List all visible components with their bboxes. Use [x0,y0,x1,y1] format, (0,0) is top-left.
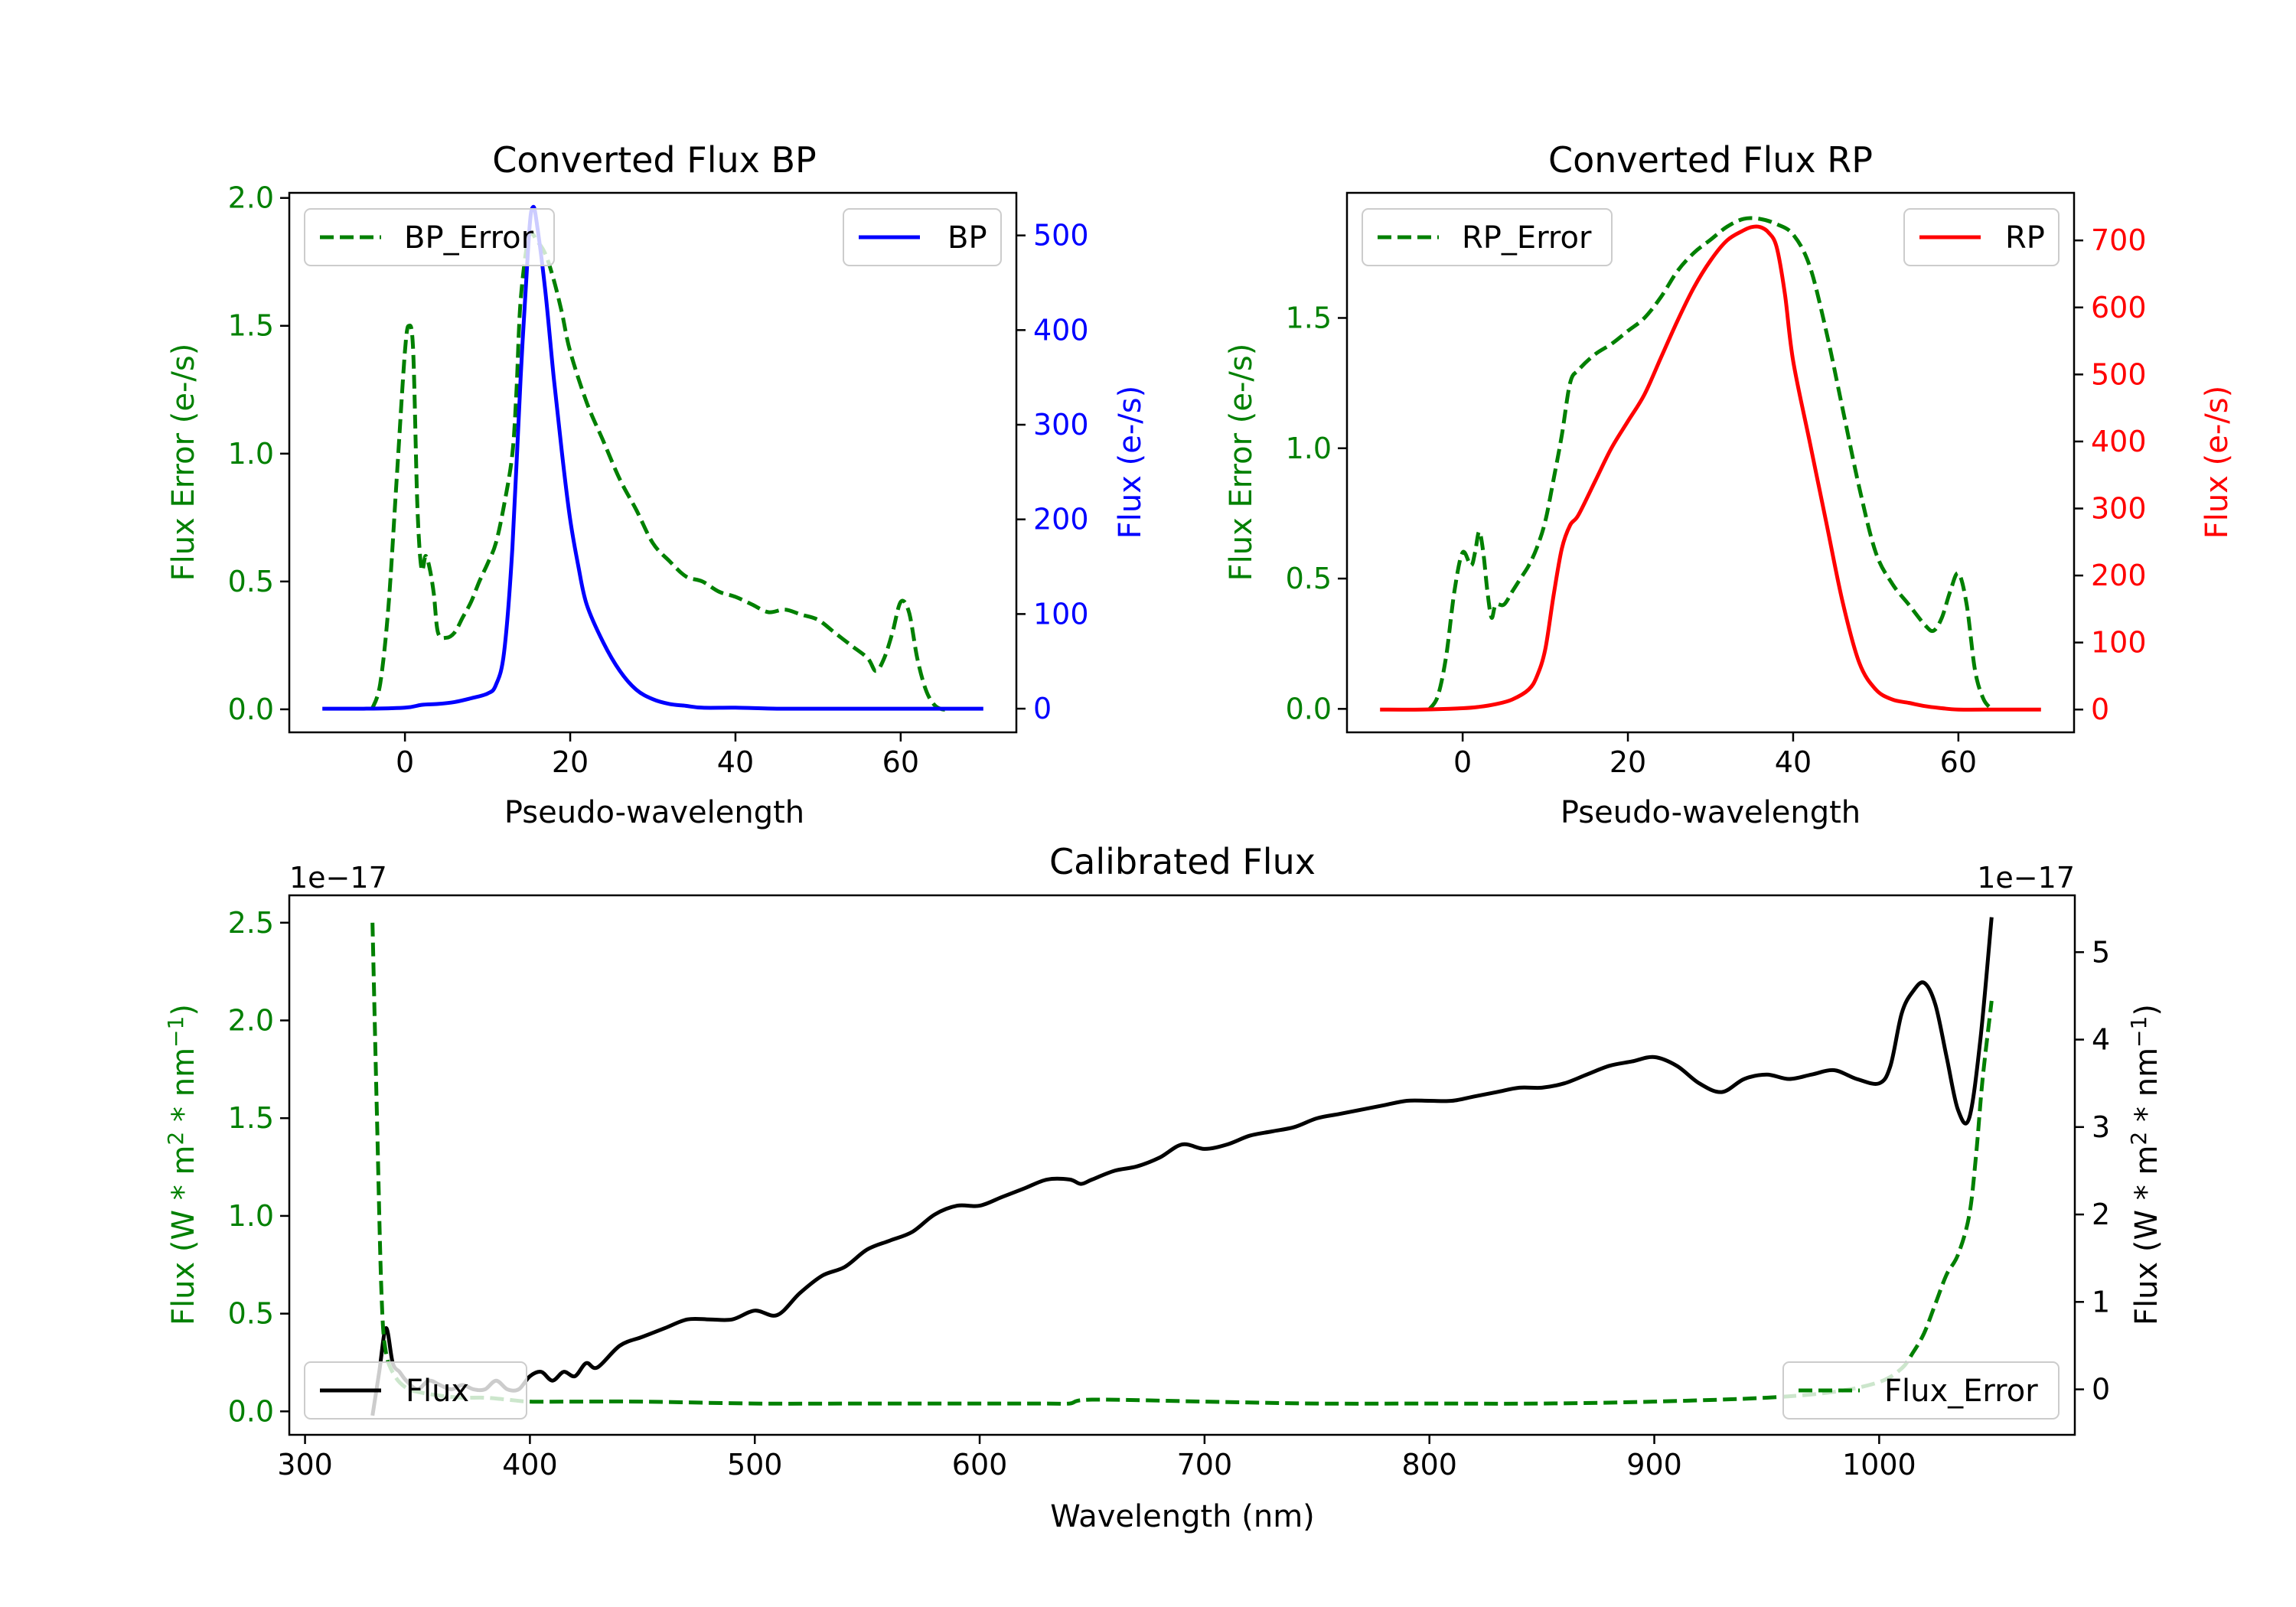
chart-rp-title: Converted Flux RP [1548,139,1873,181]
y-tick-right-label: 200 [2091,559,2147,592]
chart-bp-plot: 0 20 40 60 0.0 0.5 1.0 1.5 2.0 0 100 200 300 400 500 [228,181,1089,779]
chart-bp-xlabel: Pseudo-wavelength [504,795,804,830]
y-tick-left-label: 0.5 [228,1297,274,1331]
x-tick-label: 300 [277,1448,333,1482]
chart-cal-ylabel-left: Flux (W * m2 * nm−1) [163,1004,201,1325]
chart-cal-xlabel: Wavelength (nm) [1050,1499,1315,1534]
chart-rp-ylabel-left: Flux Error (e-/s) [1224,344,1259,582]
y-tick-left-label: 1.5 [228,309,274,343]
y-tick-right-label: 0 [2091,693,2109,726]
legend-bp-label: BP [947,220,987,256]
chart-cal-ylabel-right: Flux (W * m2 * nm−1) [2126,1004,2164,1325]
x-tick-label: 20 [1609,745,1646,779]
series-flux-error-line [370,922,1994,1406]
chart-calibrated: Calibrated Flux 300 400 500 600 700 800 900 100… [163,841,2164,1534]
chart-rp-frame [1345,191,2076,734]
chart-rp-legend-right: RP [1903,208,2060,266]
y-tick-left-label: 0.5 [1286,562,1332,595]
x-tick-label: 20 [552,745,589,779]
x-tick-label: 800 [1401,1448,1457,1482]
y-tick-left-label: 2.0 [228,181,274,215]
series-rp-error-line [1427,216,1993,711]
chart-bp-title: Converted Flux BP [492,139,817,181]
chart-cal-offset-right: 1e−17 [1977,861,2075,895]
y-tick-left-label: 0.0 [1286,692,1332,725]
chart-bp: Converted Flux BP 0 20 40 60 0.0 0.5 1.0 1.5 2.0… [166,139,1148,830]
y-tick-left-label: 2.5 [228,906,274,940]
y-tick-left-label: 0.0 [228,693,274,726]
x-tick-label: 900 [1626,1448,1682,1482]
y-tick-right-label: 1 [2092,1285,2110,1319]
y-tick-left-label: 1.5 [228,1101,274,1135]
y-tick-left-label: 1.0 [1286,432,1332,465]
legend-rp-error-label: RP_Error [1462,220,1592,256]
chart-rp-plot: 0 20 40 60 0.0 0.5 1.0 1.5 0 100 200 300 400 500 600 70… [1286,216,2147,779]
y-tick-right-label: 4 [2092,1023,2110,1057]
chart-bp-ylabel-left: Flux Error (e-/s) [166,344,201,582]
y-tick-left-label: 0.0 [228,1394,274,1428]
x-tick-label: 400 [502,1448,558,1482]
chart-cal-title: Calibrated Flux [1049,841,1316,882]
x-tick-label: 600 [952,1448,1008,1482]
chart-bp-ylabel-right: Flux (e-/s) [1113,386,1148,539]
chart-rp: Converted Flux RP 0 20 40 60 0.0 0.5 1.0 1.5 0 10… [1224,139,2235,830]
x-tick-label: 40 [1775,745,1812,779]
x-tick-label: 1000 [1842,1448,1916,1482]
chart-cal-legend-left: Flux [304,1361,527,1420]
y-tick-right-label: 600 [2091,291,2147,324]
legend-flux-error-label: Flux_Error [1884,1374,2038,1409]
x-tick-label: 700 [1177,1448,1233,1482]
y-tick-right-label: 500 [2091,357,2147,391]
chart-cal-offset-left: 1e−17 [289,861,387,895]
y-tick-right-label: 3 [2092,1110,2110,1144]
y-tick-right-label: 100 [2091,626,2147,660]
y-tick-right-label: 0 [1033,692,1052,725]
series-rp-line [1380,224,2041,712]
y-tick-right-label: 400 [2091,425,2147,458]
y-tick-right-label: 700 [2091,223,2147,257]
y-tick-left-label: 0.5 [228,565,274,598]
chart-bp-frame [288,191,1018,734]
y-tick-right-label: 300 [2091,491,2147,525]
chart-rp-legend-left: RP_Error [1362,208,1613,266]
y-tick-left-label: 1.0 [228,1199,274,1233]
x-tick-label: 40 [717,745,754,779]
series-bp-line [322,204,983,711]
y-tick-right-label: 500 [1033,219,1089,253]
x-tick-label: 0 [396,745,414,779]
x-tick-label: 60 [1940,745,1977,779]
y-tick-right-label: 5 [2092,935,2110,969]
x-tick-label: 0 [1453,745,1472,779]
chart-rp-ylabel-right: Flux (e-/s) [2200,386,2235,539]
series-bp-error-line [370,230,951,712]
y-tick-left-label: 2.0 [228,1003,274,1037]
y-tick-left-label: 1.0 [228,437,274,471]
y-tick-right-label: 2 [2092,1198,2110,1231]
legend-flux-label: Flux [406,1374,469,1409]
chart-bp-legend-right: BP [843,208,1002,266]
legend-rp-label: RP [2005,220,2045,256]
x-tick-label: 500 [727,1448,783,1482]
series-flux-line [370,917,1994,1416]
y-tick-right-label: 400 [1033,313,1089,347]
x-tick-label: 60 [882,745,919,779]
y-tick-right-label: 300 [1033,408,1089,442]
y-tick-right-label: 0 [2092,1373,2110,1407]
chart-cal-legend-right: Flux_Error [1782,1361,2060,1420]
y-tick-left-label: 1.5 [1286,301,1332,334]
legend-bp-error-label: BP_Error [404,220,534,256]
y-tick-right-label: 200 [1033,503,1089,536]
chart-cal-frame [288,894,2076,1436]
chart-bp-legend-left: BP_Error [304,208,555,266]
chart-rp-xlabel: Pseudo-wavelength [1561,795,1861,830]
y-tick-right-label: 100 [1033,597,1089,631]
